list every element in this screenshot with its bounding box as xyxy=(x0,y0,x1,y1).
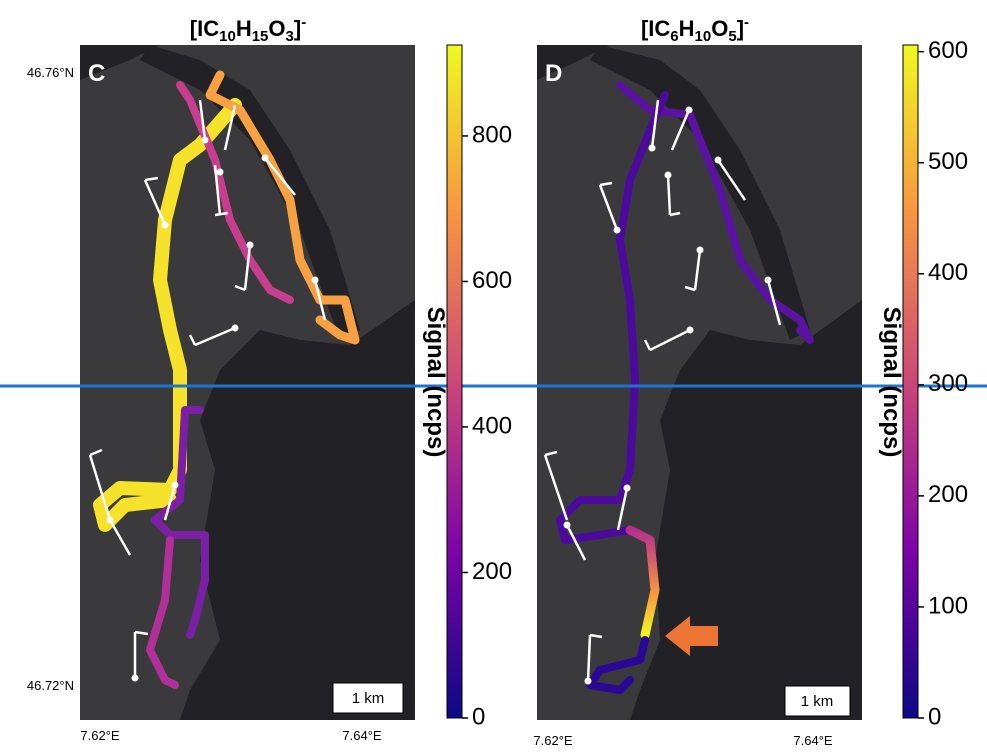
colorbar-tick-label: 0 xyxy=(472,703,485,730)
colorbar-tick-label: 600 xyxy=(472,267,512,294)
title-part: H xyxy=(236,16,252,41)
lat-label: 46.72°N xyxy=(27,678,74,693)
colorbar-tick-label: 200 xyxy=(928,481,968,508)
title-part: H xyxy=(679,16,695,41)
panel-label: C xyxy=(88,60,105,87)
title-part: - xyxy=(301,14,306,31)
colorbar-tick-label: 400 xyxy=(928,259,968,286)
title-part: 10 xyxy=(219,28,236,45)
colorbar-tick-label: 0 xyxy=(928,703,941,730)
colorbar-tick-label: 100 xyxy=(928,592,968,619)
title-part: ] xyxy=(294,16,301,41)
map-d: 1 km D 7.62°E 7.64°E xyxy=(533,45,862,748)
title-part: 6 xyxy=(670,28,678,45)
title-part: 3 xyxy=(286,28,294,45)
lat-label: 46.76°N xyxy=(27,65,74,80)
lon-label: 7.62°E xyxy=(80,728,120,743)
colorbar-label: Signal (ncps) xyxy=(422,307,449,458)
title-part: O xyxy=(268,16,285,41)
colorbar-tick-label: 300 xyxy=(928,370,968,397)
map-c: 1 km C 46.76°N 46.72°N 7.62°E 7.64°E xyxy=(27,45,415,743)
panel-title: [IC6H10O5]- xyxy=(641,14,749,45)
colorbar-tick-label: 800 xyxy=(472,121,512,148)
colorbar-tick-label: 600 xyxy=(928,37,968,64)
panel-label: D xyxy=(545,60,562,87)
lon-label: 7.64°E xyxy=(793,733,833,748)
title-part: 5 xyxy=(728,28,736,45)
lon-label: 7.64°E xyxy=(342,728,382,743)
lon-label: 7.62°E xyxy=(533,733,573,748)
colorbar xyxy=(902,44,919,719)
panel-title: [IC10H15O3]- xyxy=(190,14,306,45)
title-part: ] xyxy=(737,16,744,41)
colorbar-tick-label: 500 xyxy=(928,148,968,175)
colorbar-tick-label: 200 xyxy=(472,558,512,585)
title-part: - xyxy=(744,14,749,31)
title-part: O xyxy=(711,16,728,41)
colorbar xyxy=(446,44,463,719)
scale-bar: 1 km xyxy=(352,690,385,707)
scale-bar: 1 km xyxy=(801,693,834,710)
title-part: [IC xyxy=(641,16,670,41)
title-part: 10 xyxy=(695,28,712,45)
colorbar-tick-label: 400 xyxy=(472,412,512,439)
title-part: [IC xyxy=(190,16,219,41)
colorbar-label: Signal (ncps) xyxy=(878,307,905,458)
title-part: 15 xyxy=(252,28,269,45)
